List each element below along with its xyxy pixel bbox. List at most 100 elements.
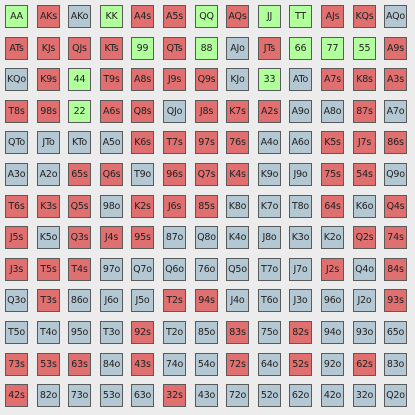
hand-cell[interactable]: Q3s [68,226,91,249]
hand-cell[interactable]: AKs [37,5,60,28]
hand-cell[interactable]: J7o [289,258,312,281]
hand-cell[interactable]: 93o [353,321,376,344]
hand-cell[interactable]: 92o [321,353,344,376]
hand-cell[interactable]: A3o [5,163,28,186]
hand-cell[interactable]: 97s [195,131,218,154]
hand-cell[interactable]: A2s [258,100,281,123]
hand-cell[interactable]: 75o [258,321,281,344]
hand-cell[interactable]: 92s [131,321,154,344]
hand-cell[interactable]: Q4s [384,195,407,218]
hand-cell[interactable]: 94o [321,321,344,344]
hand-cell[interactable]: 55 [353,37,376,60]
hand-cell[interactable]: KTo [68,131,91,154]
hand-cell[interactable]: 82s [289,321,312,344]
hand-cell[interactable]: 32o [353,384,376,407]
hand-cell[interactable]: J2s [321,258,344,281]
hand-cell[interactable]: 94s [195,289,218,312]
hand-cell[interactable]: 65s [68,163,91,186]
hand-cell[interactable]: 85o [195,321,218,344]
hand-cell[interactable]: 85s [195,195,218,218]
hand-cell[interactable]: 65o [384,321,407,344]
hand-cell[interactable]: 96s [163,163,186,186]
hand-cell[interactable]: T9o [131,163,154,186]
hand-cell[interactable]: A4o [258,131,281,154]
hand-cell[interactable]: ATo [289,68,312,91]
hand-cell[interactable]: 95s [131,226,154,249]
hand-cell[interactable]: 83o [384,353,407,376]
hand-cell[interactable]: 95o [68,321,91,344]
hand-cell[interactable]: AJo [226,37,249,60]
hand-cell[interactable]: 86o [68,289,91,312]
hand-cell[interactable]: A7s [321,68,344,91]
hand-cell[interactable]: K4o [226,226,249,249]
hand-cell[interactable]: 62s [353,353,376,376]
hand-cell[interactable]: 74s [384,226,407,249]
hand-cell[interactable]: K5o [37,226,60,249]
hand-cell[interactable]: 32s [163,384,186,407]
hand-cell[interactable]: KJs [37,37,60,60]
hand-cell[interactable]: 53o [100,384,123,407]
hand-cell[interactable]: 88 [195,37,218,60]
hand-cell[interactable]: 97o [100,258,123,281]
hand-cell[interactable]: QTo [5,131,28,154]
hand-cell[interactable]: A9o [289,100,312,123]
hand-cell[interactable]: Q9s [195,68,218,91]
hand-cell[interactable]: ATs [5,37,28,60]
hand-cell[interactable]: QQ [195,5,218,28]
hand-cell[interactable]: J7s [353,131,376,154]
hand-cell[interactable]: 52s [289,353,312,376]
hand-cell[interactable]: Q6o [163,258,186,281]
hand-cell[interactable]: 54s [353,163,376,186]
hand-cell[interactable]: J6s [163,195,186,218]
hand-cell[interactable]: T9s [100,68,123,91]
hand-cell[interactable]: 73s [5,353,28,376]
hand-cell[interactable]: 87o [163,226,186,249]
hand-cell[interactable]: T5s [37,258,60,281]
hand-cell[interactable]: K5s [321,131,344,154]
hand-cell[interactable]: 83s [226,321,249,344]
hand-cell[interactable]: AQo [384,5,407,28]
hand-cell[interactable]: A7o [384,100,407,123]
hand-cell[interactable]: T8o [289,195,312,218]
hand-cell[interactable]: 63s [68,353,91,376]
hand-cell[interactable]: K7o [258,195,281,218]
hand-cell[interactable]: 53s [37,353,60,376]
hand-cell[interactable]: 54o [195,353,218,376]
hand-cell[interactable]: KQo [5,68,28,91]
hand-cell[interactable]: 52o [258,384,281,407]
hand-cell[interactable]: 77 [321,37,344,60]
hand-cell[interactable]: Q8s [131,100,154,123]
hand-cell[interactable]: KTs [100,37,123,60]
hand-cell[interactable]: 86s [384,131,407,154]
hand-cell[interactable]: T4o [37,321,60,344]
hand-cell[interactable]: 44 [68,68,91,91]
hand-cell[interactable]: J3o [289,289,312,312]
hand-cell[interactable]: T3o [100,321,123,344]
hand-cell[interactable]: K3s [37,195,60,218]
hand-cell[interactable]: J3s [5,258,28,281]
hand-cell[interactable]: A8o [321,100,344,123]
hand-cell[interactable]: J4o [226,289,249,312]
hand-cell[interactable]: T6s [5,195,28,218]
hand-cell[interactable]: K2s [131,195,154,218]
hand-cell[interactable]: Q2s [353,226,376,249]
hand-cell[interactable]: 93s [384,289,407,312]
hand-cell[interactable]: 98o [100,195,123,218]
hand-cell[interactable]: T4s [68,258,91,281]
hand-cell[interactable]: T8s [5,100,28,123]
hand-cell[interactable]: J6o [100,289,123,312]
hand-cell[interactable]: K6s [131,131,154,154]
hand-cell[interactable]: T2s [163,289,186,312]
hand-cell[interactable]: AJs [321,5,344,28]
hand-cell[interactable]: J9s [163,68,186,91]
hand-cell[interactable]: 98s [37,100,60,123]
hand-cell[interactable]: K4s [226,163,249,186]
hand-cell[interactable]: 75s [321,163,344,186]
hand-cell[interactable]: Q3o [5,289,28,312]
hand-cell[interactable]: J5s [5,226,28,249]
hand-cell[interactable]: AQs [226,5,249,28]
hand-cell[interactable]: K2o [321,226,344,249]
hand-cell[interactable]: A5s [163,5,186,28]
hand-cell[interactable]: 73o [68,384,91,407]
hand-cell[interactable]: J4s [100,226,123,249]
